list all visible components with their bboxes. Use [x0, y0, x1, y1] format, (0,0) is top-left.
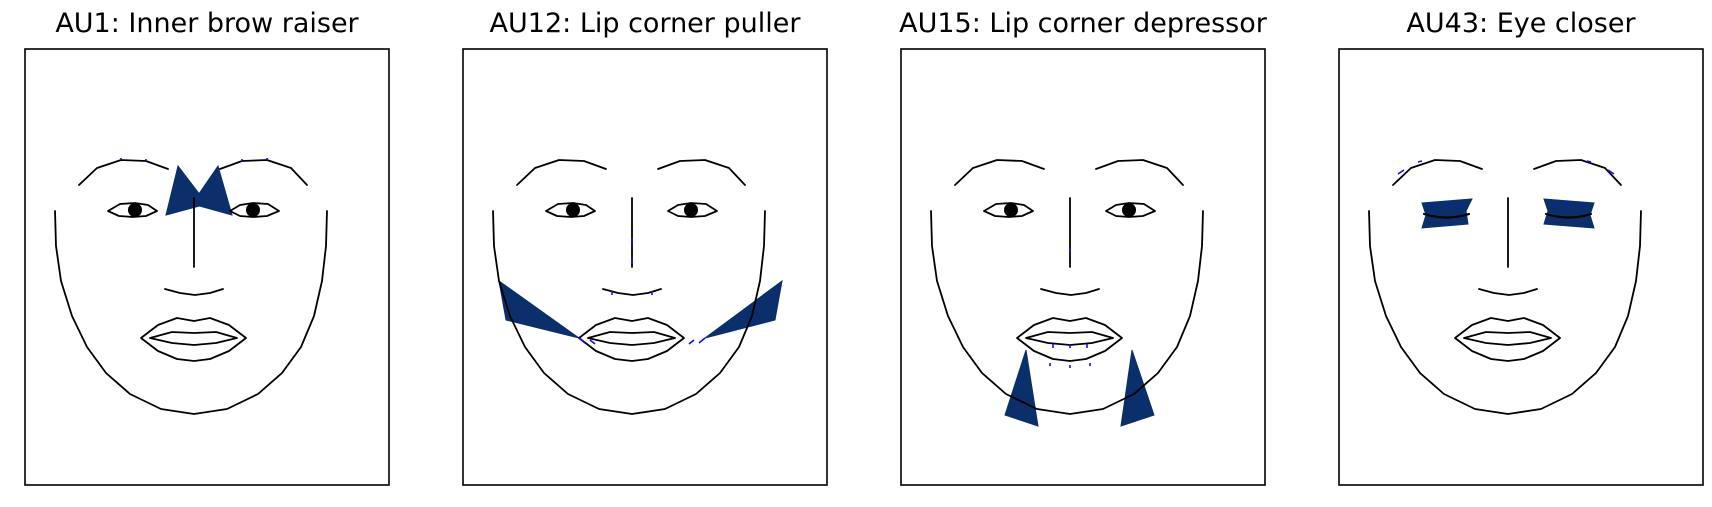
- right-brow: [657, 159, 746, 186]
- face-outline: [1368, 159, 1642, 415]
- face-diagram: [1338, 48, 1704, 486]
- left-pupil: [566, 203, 580, 217]
- jaw-line: [54, 210, 328, 415]
- left-pupil: [128, 203, 142, 217]
- highlight-region: [1004, 349, 1039, 427]
- right-eyelid: [1544, 212, 1593, 219]
- displacement-arrow: [1397, 169, 1405, 175]
- right-pupil: [684, 203, 698, 217]
- left-eye: [545, 202, 596, 218]
- right-brow: [1533, 159, 1622, 186]
- jaw-line: [492, 210, 766, 415]
- highlight-region: [498, 279, 580, 339]
- face-frame: [1338, 48, 1704, 486]
- jaw-line: [1368, 210, 1642, 415]
- face-outline: [930, 159, 1204, 415]
- highlight-region: [191, 164, 233, 216]
- left-pupil: [1004, 203, 1018, 217]
- frame-border: [1338, 48, 1704, 486]
- panel-title: AU43: Eye closer: [1406, 8, 1636, 39]
- nostril-line: [1040, 288, 1100, 296]
- displacement-arrow: [589, 339, 596, 345]
- displacement-arrows: [120, 158, 268, 161]
- displacement-arrow: [1607, 169, 1615, 175]
- inner-lip: [1025, 331, 1114, 346]
- left-brow: [516, 159, 607, 186]
- outer-lip: [1454, 317, 1561, 362]
- highlight-region: [704, 279, 783, 339]
- right-eye: [667, 202, 718, 218]
- inner-lip: [587, 331, 676, 346]
- face-frame: [24, 48, 390, 486]
- displacement-arrows: [578, 238, 706, 345]
- right-pupil: [1122, 203, 1136, 217]
- panel-title: AU1: Inner brow raiser: [55, 8, 359, 39]
- displacement-arrow: [1417, 160, 1423, 163]
- panel-au12: AU12: Lip corner puller: [462, 0, 828, 507]
- highlight-region: [1421, 198, 1473, 229]
- inner-lip: [1463, 331, 1552, 346]
- outer-lip: [1016, 317, 1123, 362]
- panel-au15: AU15: Lip corner depressor: [899, 0, 1267, 507]
- panel-title: AU15: Lip corner depressor: [899, 8, 1267, 39]
- face-frame: [900, 48, 1266, 486]
- right-eye: [1105, 202, 1156, 218]
- highlight-region: [1120, 349, 1155, 427]
- highlight-region: [1543, 198, 1595, 229]
- right-eye: [229, 202, 280, 218]
- inner-lip: [149, 331, 238, 346]
- face-diagram: [24, 48, 390, 486]
- frame-border: [900, 48, 1266, 486]
- panel-au1: AU1: Inner brow raiser: [24, 0, 390, 507]
- right-pupil: [246, 203, 260, 217]
- displacement-arrow: [578, 337, 586, 344]
- displacement-arrow: [688, 339, 695, 345]
- displacement-arrow: [1586, 160, 1592, 163]
- face-frame: [462, 48, 828, 486]
- panel-title: AU12: Lip corner puller: [489, 8, 801, 39]
- frame-border: [24, 48, 390, 486]
- panel-au43: AU43: Eye closer: [1338, 0, 1704, 507]
- left-eye: [107, 202, 158, 218]
- displacement-arrow: [698, 337, 706, 344]
- left-eye: [983, 202, 1034, 218]
- displacement-arrows: [1397, 160, 1615, 207]
- nostril-line: [164, 288, 224, 296]
- face-diagram: [462, 48, 828, 486]
- closed-eyes: [1422, 212, 1593, 219]
- displacement-arrows: [1049, 248, 1091, 368]
- left-eyelid: [1422, 212, 1471, 219]
- nostril-line: [1478, 288, 1538, 296]
- face-outline: [54, 159, 328, 415]
- outer-lip: [578, 317, 685, 362]
- outer-lip: [140, 317, 247, 362]
- left-brow: [954, 159, 1045, 186]
- frame-border: [462, 48, 828, 486]
- jaw-line: [930, 210, 1204, 415]
- left-brow: [1392, 159, 1483, 186]
- face-diagram: [900, 48, 1266, 486]
- right-brow: [1095, 159, 1184, 186]
